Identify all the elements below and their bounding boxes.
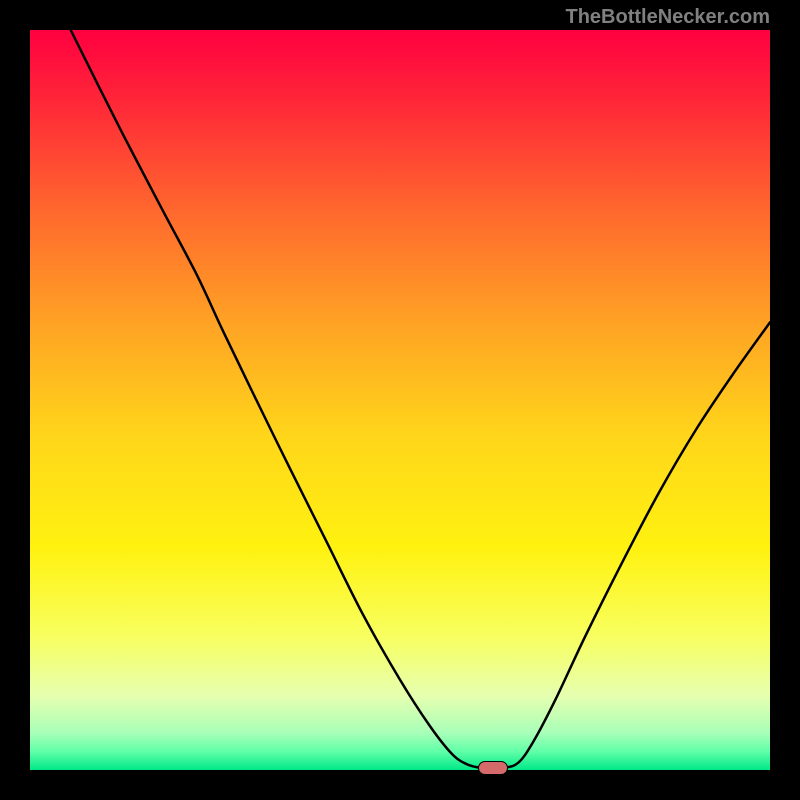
chart-container: TheBottleNecker.com bbox=[0, 0, 800, 800]
bottleneck-curve bbox=[30, 30, 770, 770]
optimal-point-marker bbox=[478, 761, 508, 775]
watermark-text: TheBottleNecker.com bbox=[565, 6, 770, 29]
plot-area bbox=[30, 30, 770, 770]
